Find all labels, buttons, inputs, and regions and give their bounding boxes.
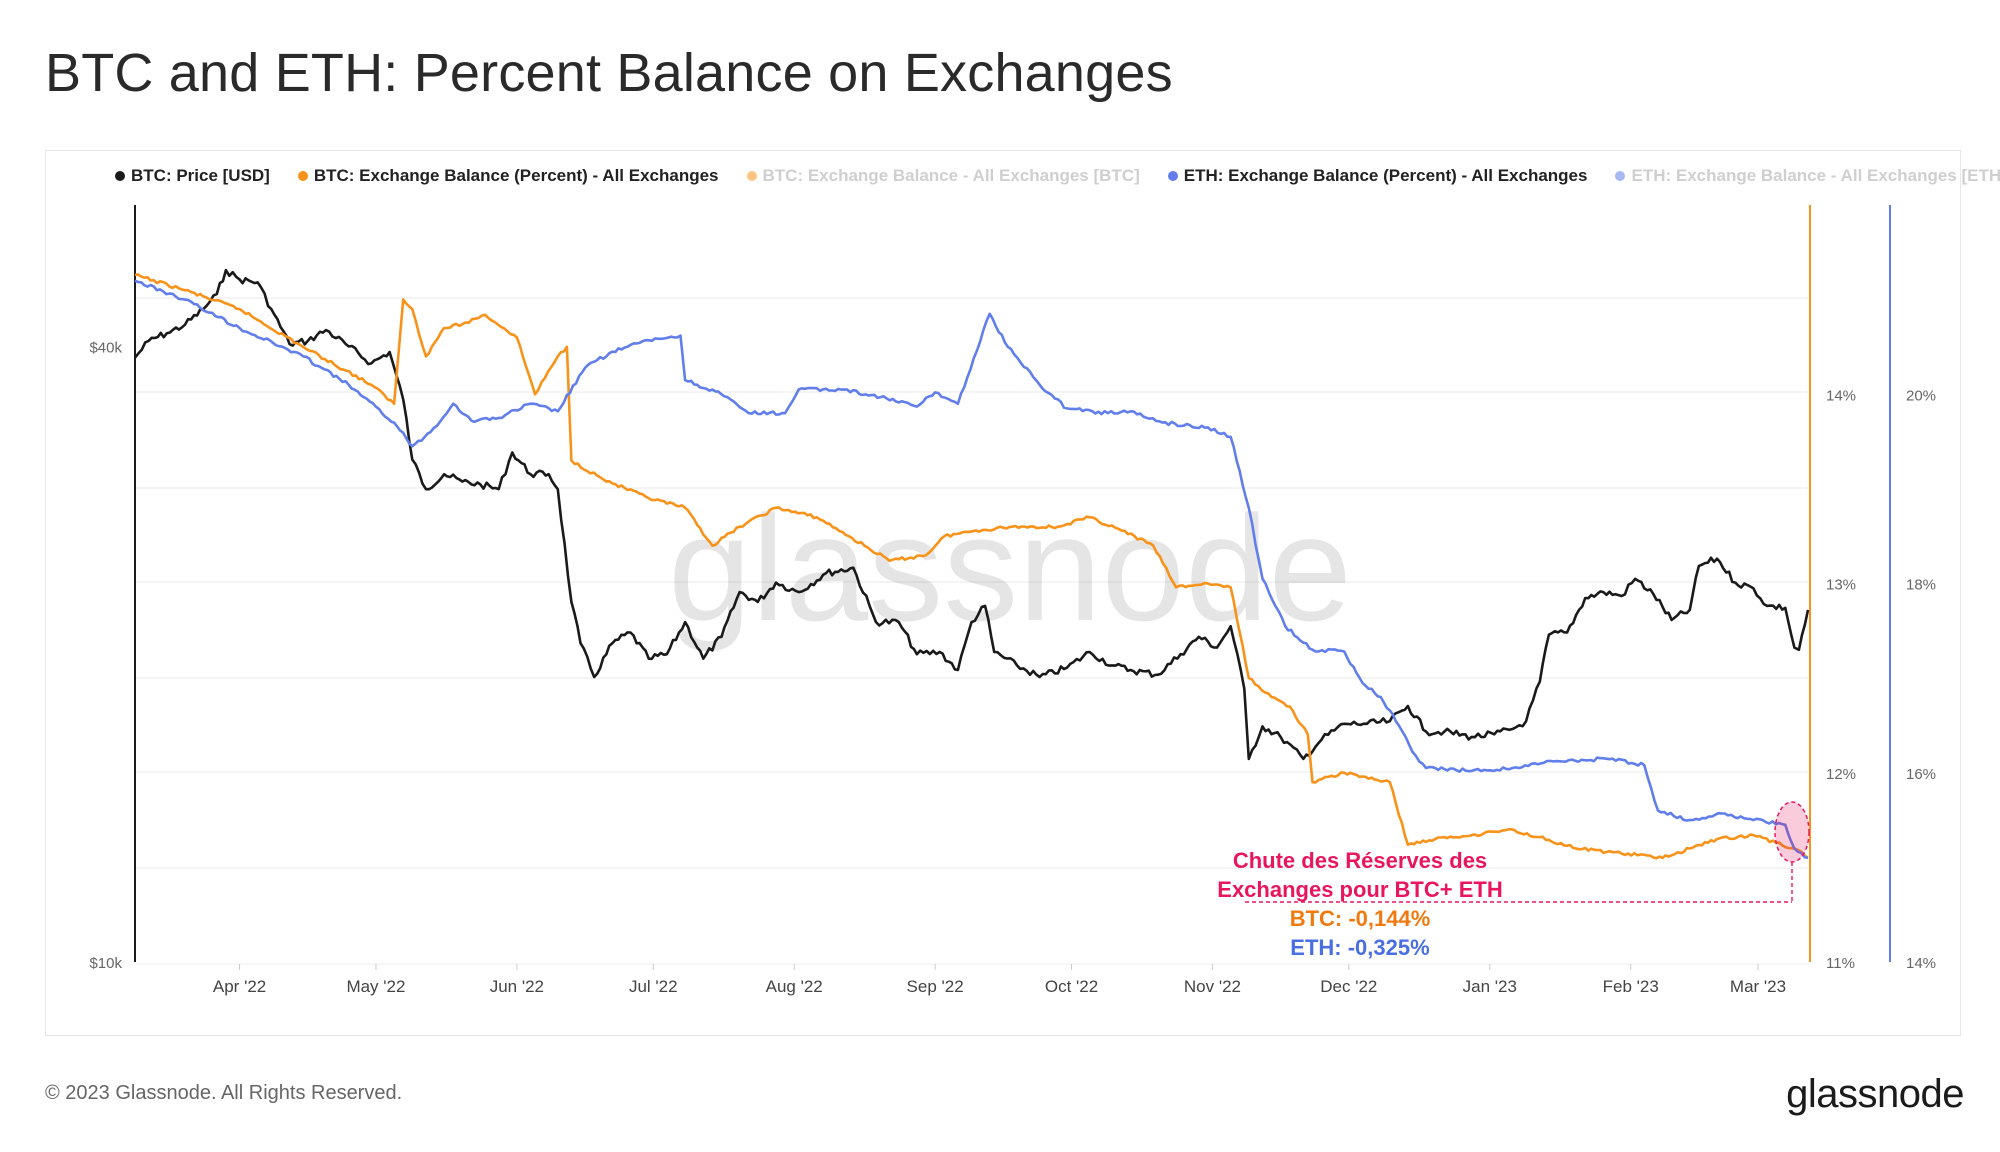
legend-dot xyxy=(115,171,125,181)
legend-dot xyxy=(1615,171,1626,181)
x-tick-label-0: Apr '22 xyxy=(213,977,266,996)
eth-tick-label-1: 18% xyxy=(1906,577,1936,594)
legend-label: BTC: Price [USD] xyxy=(131,166,270,185)
btc-tick-label-2: 12% xyxy=(1826,766,1856,783)
x-tick-label-9: Jan '23 xyxy=(1463,977,1517,996)
x-tick-label-10: Feb '23 xyxy=(1603,977,1659,996)
x-tick-label-3: Jul '22 xyxy=(629,977,678,996)
x-tick-label-8: Dec '22 xyxy=(1320,977,1377,996)
eth-tick-label-0: 20% xyxy=(1906,387,1936,404)
series-eth-balance xyxy=(134,279,1809,860)
x-tick-label-1: May '22 xyxy=(346,977,405,996)
page-title: BTC and ETH: Percent Balance on Exchange… xyxy=(45,43,1173,103)
footer-logo[interactable]: glassnode xyxy=(1786,1072,1964,1116)
legend-item-1[interactable]: BTC: Exchange Balance (Percent) - All Ex… xyxy=(297,166,719,186)
left-tick-label-0: $40k xyxy=(89,339,122,356)
x-tick-label-7: Nov '22 xyxy=(1184,977,1241,996)
legend-label: ETH: Exchange Balance - All Exchanges [E… xyxy=(1631,166,2000,185)
legend-item-3[interactable]: ETH: Exchange Balance (Percent) - All Ex… xyxy=(1167,166,1588,186)
legend-dot xyxy=(297,171,308,181)
legend-item-0[interactable]: BTC: Price [USD] xyxy=(115,166,270,186)
series-btc-balance xyxy=(134,273,1809,860)
legend-item-4[interactable]: ETH: Exchange Balance - All Exchanges [E… xyxy=(1615,166,2000,186)
annotation-line-1: Chute des Réserves des xyxy=(1232,848,1488,873)
annotation-block: Chute des Réserves des Exchanges pour BT… xyxy=(1215,846,1505,962)
x-tick-label-6: Oct '22 xyxy=(1045,977,1098,996)
annotation-eth-change: ETH: -0,325% xyxy=(1290,935,1430,960)
annotation-btc-change: BTC: -0,144% xyxy=(1289,906,1431,931)
annotation-highlight xyxy=(1774,801,1810,863)
series-btc-price xyxy=(133,268,1810,761)
x-tick-label-4: Aug '22 xyxy=(766,977,823,996)
chart-legend: BTC: Price [USD] BTC: Exchange Balance (P… xyxy=(115,166,2000,186)
annotation-line-2: Exchanges pour BTC+ ETH xyxy=(1217,877,1503,902)
legend-label: BTC: Exchange Balance (Percent) - All Ex… xyxy=(313,166,719,185)
legend-label: BTC: Exchange Balance - All Exchanges [B… xyxy=(762,166,1140,185)
eth-tick-label-3: 14% xyxy=(1906,955,1936,972)
btc-tick-label-0: 14% xyxy=(1826,387,1856,404)
footer-copyright: © 2023 Glassnode. All Rights Reserved. xyxy=(45,1082,403,1104)
eth-tick-label-2: 16% xyxy=(1906,766,1936,783)
legend-label: ETH: Exchange Balance (Percent) - All Ex… xyxy=(1183,166,1588,185)
legend-dot xyxy=(1167,171,1178,181)
legend-item-2[interactable]: BTC: Exchange Balance - All Exchanges [B… xyxy=(746,166,1140,186)
btc-tick-label-1: 13% xyxy=(1826,577,1856,594)
chart-frame xyxy=(45,150,1961,1036)
left-tick-label-1: $10k xyxy=(89,955,122,972)
legend-dot xyxy=(746,171,757,181)
x-tick-label-5: Sep '22 xyxy=(907,977,964,996)
x-tick-label-11: Mar '23 xyxy=(1730,977,1786,996)
btc-tick-label-3: 11% xyxy=(1826,955,1855,972)
x-tick-label-2: Jun '22 xyxy=(490,977,544,996)
